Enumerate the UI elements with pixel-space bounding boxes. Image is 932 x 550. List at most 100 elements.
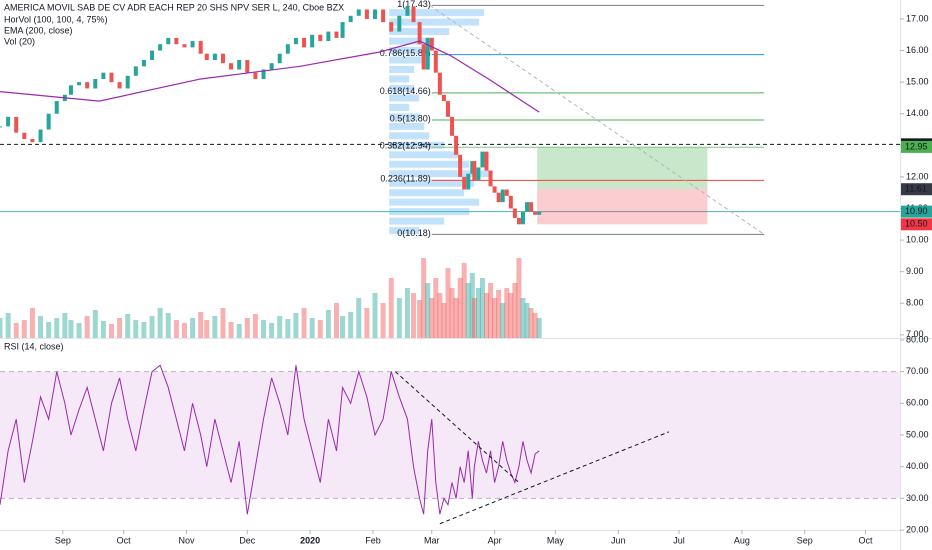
volume-bar bbox=[92, 310, 98, 338]
candle bbox=[190, 41, 195, 48]
candle bbox=[364, 9, 369, 19]
candle bbox=[237, 60, 242, 70]
volume-bar bbox=[269, 323, 275, 338]
candle bbox=[125, 75, 130, 89]
volume-bar bbox=[62, 313, 68, 338]
volume-bar bbox=[445, 268, 451, 338]
candle bbox=[480, 151, 485, 168]
candle bbox=[504, 189, 509, 196]
volume-bar bbox=[508, 293, 514, 338]
x-tick-label: Jul bbox=[673, 535, 685, 545]
volume-profile-bar bbox=[389, 151, 460, 159]
candle bbox=[293, 37, 298, 45]
volume-profile-bar bbox=[389, 141, 445, 149]
volume-bar bbox=[479, 278, 485, 338]
volume-profile-bar bbox=[389, 94, 420, 102]
y-tick-label: 10.00 bbox=[906, 234, 929, 244]
candle bbox=[429, 37, 434, 51]
candle bbox=[245, 60, 250, 73]
candle bbox=[158, 44, 163, 51]
y-tick-label: 7.00 bbox=[906, 329, 924, 339]
volume-bar bbox=[277, 316, 283, 338]
candle bbox=[133, 66, 138, 76]
volume-profile-bar bbox=[389, 227, 420, 235]
x-tick-label: Sep bbox=[55, 535, 71, 545]
fib-label: 0.382(12.94) bbox=[380, 141, 431, 151]
volume-bar bbox=[532, 313, 538, 338]
volume-bar bbox=[536, 318, 542, 338]
candle bbox=[166, 37, 171, 45]
x-tick-label: Dec bbox=[239, 535, 256, 545]
y-tick-label: 30.00 bbox=[906, 493, 929, 503]
y-tick-label: 60.00 bbox=[906, 398, 929, 408]
fib-label: 0.786(15.87) bbox=[380, 48, 431, 58]
candle bbox=[356, 9, 361, 16]
volume-bar bbox=[244, 318, 250, 338]
volume-bar bbox=[76, 323, 82, 338]
volume-bar bbox=[469, 273, 475, 338]
volume-bar bbox=[516, 258, 522, 338]
volume-bar bbox=[133, 320, 139, 338]
volume-bar bbox=[301, 308, 307, 338]
ema-line bbox=[0, 40, 540, 113]
x-tick-label: Sep bbox=[797, 535, 813, 545]
candle bbox=[253, 72, 258, 79]
x-tick-label: Nov bbox=[178, 535, 195, 545]
volume-bar bbox=[157, 308, 163, 338]
candle bbox=[417, 22, 422, 45]
volume-bar bbox=[29, 308, 35, 338]
price-label-bg bbox=[901, 205, 932, 218]
volume-profile-bar bbox=[389, 160, 470, 168]
volume-bar bbox=[453, 298, 459, 338]
y-tick-label: 40.00 bbox=[906, 461, 929, 471]
volume-profile-bar bbox=[389, 113, 420, 121]
price-label: 10.50 bbox=[905, 219, 928, 229]
candle bbox=[537, 211, 542, 215]
y-tick-label: 80.00 bbox=[906, 334, 929, 344]
volume-bar bbox=[228, 322, 234, 338]
candle bbox=[488, 170, 493, 187]
volume-profile-bar bbox=[389, 65, 415, 73]
volume-bar bbox=[125, 314, 131, 338]
candle bbox=[411, 6, 416, 23]
price-label-bg bbox=[901, 140, 932, 153]
candle bbox=[512, 208, 517, 218]
candle bbox=[22, 132, 27, 139]
volume-bar bbox=[500, 303, 506, 338]
volume-bar bbox=[173, 320, 179, 338]
candle bbox=[302, 37, 307, 48]
price-label: 12.95 bbox=[905, 141, 928, 151]
volume-bar bbox=[429, 298, 435, 338]
volume-bar bbox=[149, 316, 155, 338]
volume-bar bbox=[0, 318, 3, 338]
candle bbox=[525, 202, 530, 212]
candle bbox=[182, 44, 187, 48]
candle bbox=[30, 138, 35, 143]
volume-profile-bar bbox=[389, 56, 425, 64]
candle bbox=[348, 15, 353, 23]
candle bbox=[516, 217, 521, 225]
volume-bar bbox=[285, 319, 291, 338]
y-tick-label: 16.00 bbox=[906, 45, 929, 55]
volume-profile-bar bbox=[389, 217, 445, 225]
candle bbox=[212, 53, 217, 61]
candle bbox=[326, 31, 331, 42]
indicator-label: HorVol (100, 100, 4, 75%) bbox=[4, 14, 108, 24]
volume-bar bbox=[252, 314, 258, 338]
price-label: 10.90 bbox=[905, 206, 928, 216]
y-tick-label: 50.00 bbox=[906, 429, 929, 439]
candle bbox=[529, 202, 534, 212]
volume-bar bbox=[141, 322, 147, 338]
candle bbox=[462, 176, 467, 190]
candle bbox=[445, 101, 450, 117]
candle bbox=[277, 53, 282, 64]
volume-bar bbox=[5, 313, 11, 338]
volume-bar bbox=[421, 258, 427, 338]
candle bbox=[520, 211, 525, 225]
candle bbox=[38, 129, 43, 143]
volume-bar bbox=[475, 288, 481, 338]
volume-profile-bar bbox=[389, 132, 430, 140]
volume-profile-bar bbox=[389, 103, 410, 111]
candle bbox=[458, 154, 463, 177]
